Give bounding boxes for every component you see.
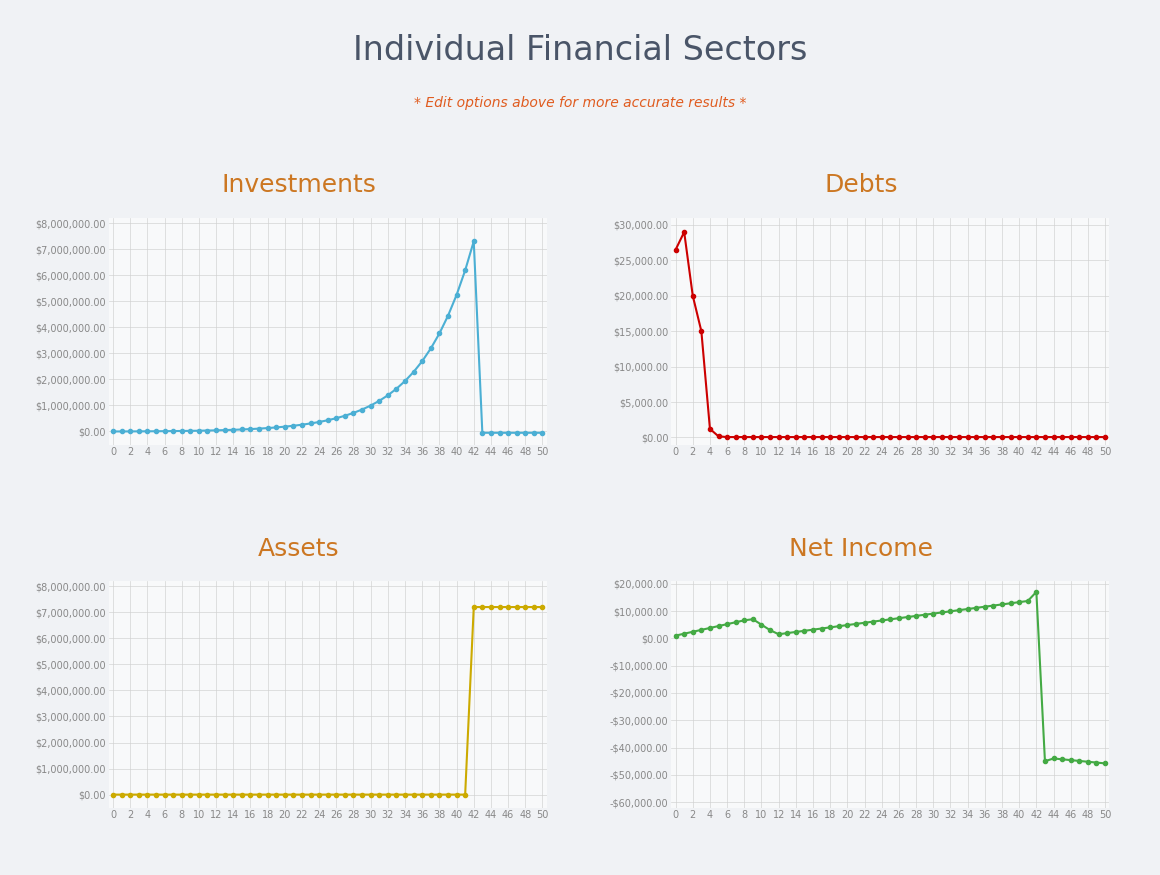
Text: Assets: Assets (258, 536, 340, 561)
Text: Individual Financial Sectors: Individual Financial Sectors (353, 34, 807, 66)
Text: Debts: Debts (825, 173, 898, 198)
Text: * Edit options above for more accurate results *: * Edit options above for more accurate r… (414, 95, 746, 109)
Text: Investments: Investments (222, 173, 376, 198)
Text: Net Income: Net Income (789, 536, 934, 561)
